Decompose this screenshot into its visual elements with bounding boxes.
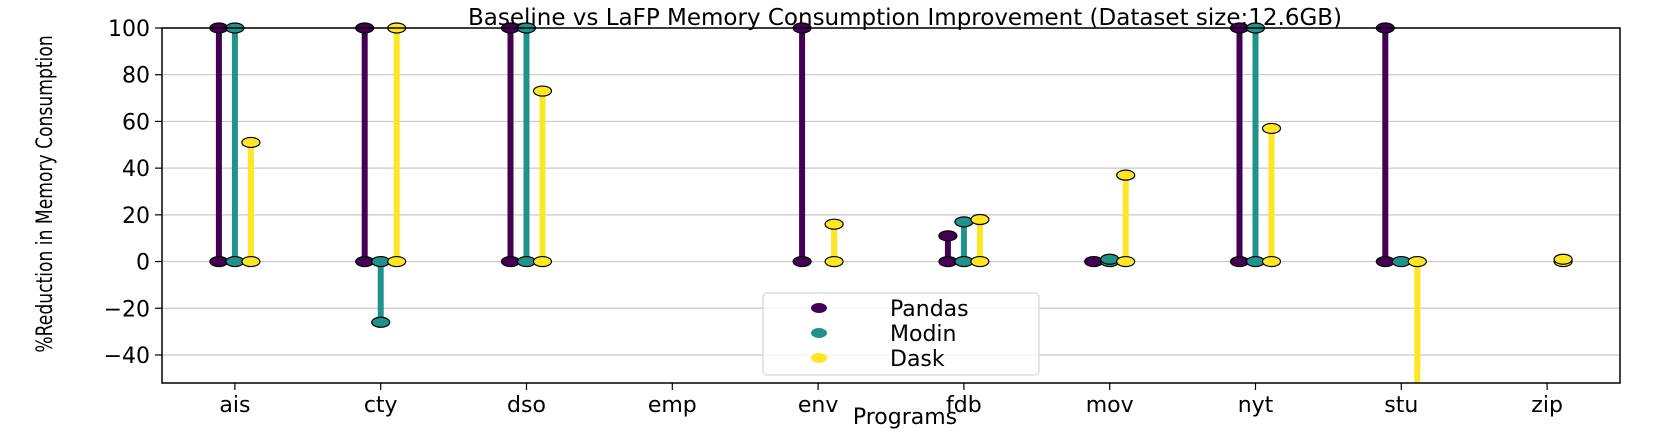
base-marker-pandas xyxy=(938,255,958,268)
base-marker-modin xyxy=(954,255,974,268)
base-marker-modin xyxy=(371,255,391,268)
value-marker-modin xyxy=(954,216,974,228)
legend-marker-modin xyxy=(811,328,827,338)
value-marker-dask xyxy=(532,85,553,97)
value-marker-modin xyxy=(371,316,391,328)
value-marker-dask xyxy=(241,136,261,149)
y-tick-label: 100 xyxy=(108,17,150,42)
base-marker-modin xyxy=(1391,255,1411,268)
x-axis-ticks: ais cty dso emp env fdb mov nyt stu zip xyxy=(219,383,1563,418)
base-marker-pandas xyxy=(1229,255,1250,268)
legend-label-modin: Modin xyxy=(890,322,956,347)
value-marker-modin xyxy=(1100,253,1120,265)
base-marker-pandas xyxy=(792,255,812,268)
x-tick-label: mov xyxy=(1086,393,1134,418)
base-marker-dask xyxy=(1116,255,1136,268)
base-marker-dask xyxy=(532,255,553,268)
base-marker-dask xyxy=(1407,255,1427,268)
series-markers xyxy=(209,22,1573,328)
base-marker-pandas xyxy=(209,255,229,268)
legend-marker-pandas xyxy=(811,303,827,313)
value-marker-dask xyxy=(970,213,990,226)
x-tick-label: nyt xyxy=(1238,393,1274,418)
base-marker-pandas xyxy=(1375,255,1395,268)
base-marker-dask xyxy=(824,255,844,268)
x-tick-label: emp xyxy=(648,393,697,418)
y-tick-label: 80 xyxy=(122,64,150,89)
y-tick-label: 20 xyxy=(122,204,150,229)
x-tick-label: ais xyxy=(219,393,250,418)
value-marker-dask xyxy=(1553,253,1573,265)
base-marker-pandas xyxy=(500,255,521,268)
legend-label-dask: Dask xyxy=(890,347,945,372)
base-marker-dask xyxy=(241,255,261,268)
x-axis-label: Programs xyxy=(853,405,957,430)
legend-label-pandas: Pandas xyxy=(890,297,969,322)
legend-marker-dask xyxy=(811,353,827,363)
base-marker-modin xyxy=(225,255,245,268)
base-marker-pandas xyxy=(1084,255,1104,268)
y-tick-label: −40 xyxy=(104,344,150,369)
legend-box xyxy=(762,292,1040,376)
y-tick-label: 40 xyxy=(122,157,150,182)
x-tick-label: fdb xyxy=(946,393,982,418)
series-stems xyxy=(215,28,1567,383)
value-marker-dask xyxy=(1116,169,1136,181)
y-axis-ticks: −40 −20 0 20 40 60 80 100 xyxy=(104,17,162,369)
chart-title: Baseline vs LaFP Memory Consumption Impr… xyxy=(468,5,1342,31)
value-marker-dask xyxy=(824,218,844,230)
base-marker-modin xyxy=(1245,255,1266,268)
x-tick-label: dso xyxy=(507,393,546,418)
x-tick-label: cty xyxy=(364,393,398,418)
x-tick-label: env xyxy=(798,393,839,418)
y-tick-label: −20 xyxy=(104,297,150,322)
x-tick-label: zip xyxy=(1531,393,1563,418)
y-tick-label: 0 xyxy=(136,251,150,276)
y-tick-label: 60 xyxy=(122,110,150,135)
base-marker-dask xyxy=(970,255,990,268)
value-marker-dask xyxy=(1261,122,1282,135)
value-marker-pandas xyxy=(938,230,958,242)
base-marker-pandas xyxy=(355,255,375,268)
x-tick-label: stu xyxy=(1384,393,1418,418)
y-axis-label: %Reduction in Memory Consumption xyxy=(32,35,58,352)
base-marker-dask xyxy=(387,255,407,268)
base-marker-modin xyxy=(516,255,537,268)
plot-frame xyxy=(161,27,1621,384)
base-marker-dask xyxy=(1261,255,1282,268)
